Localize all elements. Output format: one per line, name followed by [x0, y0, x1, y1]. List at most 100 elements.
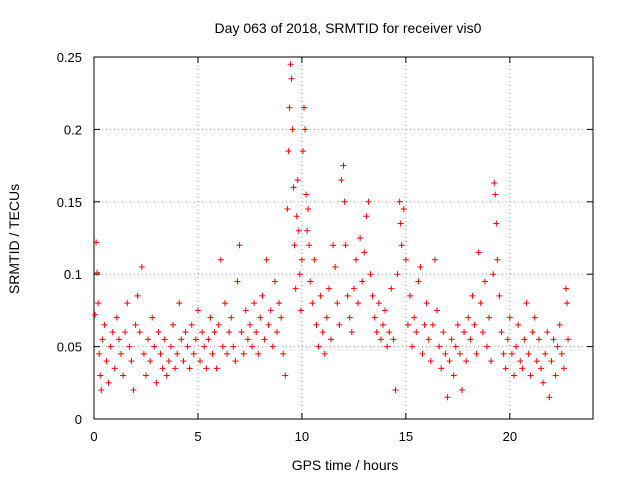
data-point	[398, 242, 405, 249]
data-point	[228, 314, 235, 321]
data-point	[417, 263, 424, 270]
y-tick-label: 0.25	[57, 50, 82, 65]
data-point	[309, 300, 316, 307]
data-point	[155, 329, 162, 336]
data-point	[483, 343, 490, 350]
data-point	[199, 329, 206, 336]
data-point	[325, 285, 332, 292]
data-point	[330, 242, 337, 249]
data-point	[394, 271, 401, 278]
data-point	[367, 271, 374, 278]
data-point	[290, 184, 297, 191]
data-point	[448, 336, 455, 343]
data-point	[397, 220, 404, 227]
data-point	[540, 379, 547, 386]
data-point	[284, 206, 291, 213]
x-tick-label: 5	[194, 429, 201, 444]
data-point	[147, 358, 154, 365]
data-point	[502, 365, 509, 372]
data-point	[492, 191, 499, 198]
data-point	[302, 126, 309, 133]
data-point	[473, 350, 480, 357]
data-point	[429, 321, 436, 328]
data-point	[321, 350, 328, 357]
data-point	[425, 336, 432, 343]
data-point	[207, 314, 214, 321]
data-point	[336, 321, 343, 328]
plot-frame	[93, 56, 594, 420]
data-point	[238, 329, 245, 336]
data-point	[145, 336, 152, 343]
data-point	[415, 278, 422, 285]
data-point	[132, 321, 139, 328]
data-point	[307, 278, 314, 285]
data-point	[475, 249, 482, 256]
data-point	[294, 177, 301, 184]
data-point	[471, 321, 478, 328]
data-point	[286, 104, 293, 111]
data-point	[519, 365, 526, 372]
data-point	[513, 343, 520, 350]
data-point	[172, 365, 179, 372]
data-point	[452, 343, 459, 350]
y-tick-label: 0.1	[64, 267, 82, 282]
data-point	[332, 263, 339, 270]
data-point	[303, 191, 310, 198]
data-point	[386, 329, 393, 336]
data-point	[558, 350, 565, 357]
data-point	[400, 206, 407, 213]
data-point	[442, 350, 449, 357]
data-point	[289, 126, 296, 133]
data-point	[490, 271, 497, 278]
data-point	[411, 314, 418, 321]
data-point	[477, 300, 484, 307]
data-point	[419, 350, 426, 357]
data-point	[525, 350, 532, 357]
data-point	[257, 314, 264, 321]
data-point	[292, 285, 299, 292]
data-point	[538, 365, 545, 372]
data-point	[95, 300, 102, 307]
data-point	[236, 242, 243, 249]
data-point	[251, 300, 258, 307]
data-point	[355, 300, 362, 307]
data-point	[205, 336, 212, 343]
data-point	[93, 239, 100, 246]
data-point	[174, 350, 181, 357]
chart-title: Day 063 of 2018, SRMTID for receiver vis…	[215, 20, 482, 36]
data-point	[510, 372, 517, 379]
data-point	[404, 321, 411, 328]
data-point	[190, 350, 197, 357]
data-point	[444, 394, 451, 401]
x-axis-label: GPS time / hours	[292, 457, 399, 473]
data-point	[161, 336, 168, 343]
data-point	[361, 249, 368, 256]
data-point	[217, 256, 224, 263]
data-point	[296, 271, 303, 278]
data-point	[515, 321, 522, 328]
data-point	[396, 198, 403, 205]
data-point	[120, 372, 127, 379]
data-point	[105, 379, 112, 386]
data-point	[341, 198, 348, 205]
data-point	[456, 350, 463, 357]
data-point	[293, 213, 300, 220]
data-point	[188, 321, 195, 328]
data-point	[423, 300, 430, 307]
data-point	[280, 350, 287, 357]
data-point	[287, 61, 294, 68]
data-point	[438, 365, 445, 372]
data-point	[306, 242, 313, 249]
data-point	[242, 307, 249, 314]
x-tick-label: 0	[90, 429, 97, 444]
data-point	[359, 278, 366, 285]
data-point	[209, 350, 216, 357]
data-point	[380, 321, 387, 328]
data-point	[261, 336, 268, 343]
data-point	[344, 292, 351, 299]
data-point	[436, 343, 443, 350]
data-point	[392, 387, 399, 394]
data-point	[517, 358, 524, 365]
data-point	[122, 329, 129, 336]
data-point	[149, 314, 156, 321]
